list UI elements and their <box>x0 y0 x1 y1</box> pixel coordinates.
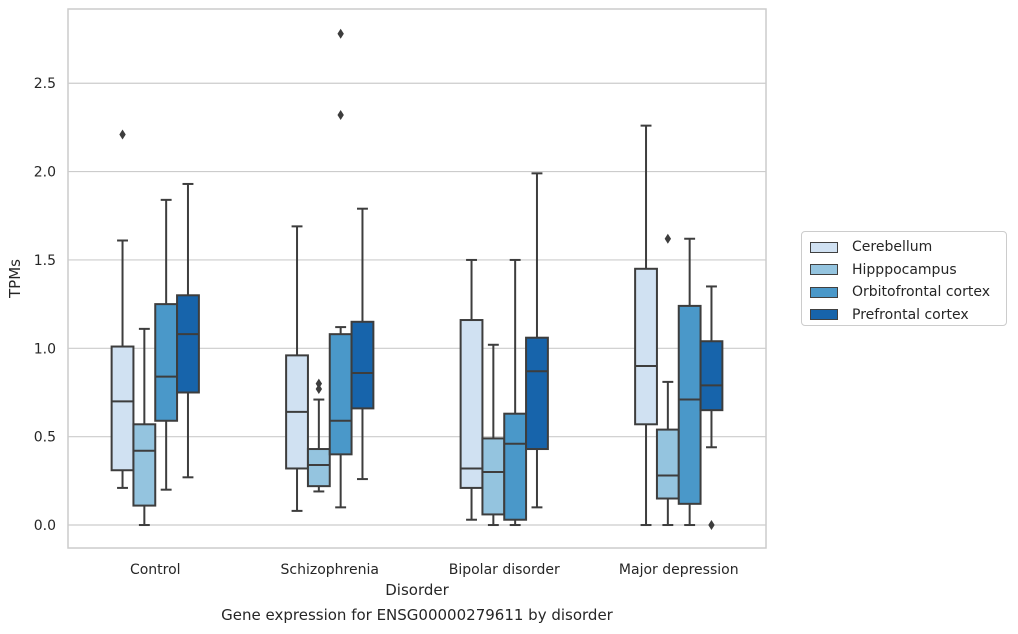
legend-item: Orbitofrontal cortex <box>810 281 998 304</box>
legend: Cerebellum Hipppocampus Orbitofrontal cort… <box>801 231 1007 326</box>
y-tick-label: 2.5 <box>34 76 56 92</box>
box-iqr <box>503 412 528 521</box>
box <box>285 225 309 512</box>
legend-item: Prefrontal cortex <box>810 304 998 327</box>
y-tick-label: 2.0 <box>34 165 56 181</box>
box <box>481 343 506 527</box>
outlier-point <box>708 520 715 531</box>
series-hipppocampus <box>132 233 680 527</box>
box-iqr <box>154 303 179 422</box>
x-tick-labels: Control Schizophrenia Bipolar disorder Majo… <box>130 562 739 578</box>
y-tick-label: 1.5 <box>34 253 56 269</box>
x-tick-label: Control <box>130 562 181 578</box>
box <box>350 207 375 481</box>
y-tick-label: 0.0 <box>34 518 56 534</box>
y-tick-labels: 0.0 0.5 1.0 1.5 2.0 2.5 <box>34 76 56 534</box>
box <box>110 129 135 489</box>
legend-label: Hipppocampus <box>852 261 957 278</box>
legend-label: Orbitofrontal cortex <box>852 284 990 301</box>
box <box>176 182 200 479</box>
box-iqr <box>525 336 549 451</box>
series-prefrontal-cortex <box>176 172 724 531</box>
y-tick-label: 0.5 <box>34 430 56 446</box>
box <box>699 285 724 531</box>
chart-caption: Gene expression for ENSG00000279611 by d… <box>221 606 613 624</box>
box <box>677 237 702 527</box>
outlier-point <box>315 378 323 389</box>
box-iqr <box>328 333 353 456</box>
legend-swatch <box>810 309 838 321</box>
outlier-point <box>119 129 126 140</box>
series-orbitofrontal-cortex <box>154 28 702 527</box>
box <box>525 172 549 509</box>
outlier-point <box>315 383 323 394</box>
box <box>154 198 179 491</box>
x-tick-label: Schizophrenia <box>281 562 379 578</box>
box <box>459 258 484 521</box>
box-iqr <box>481 437 506 516</box>
box-iqr <box>132 423 157 507</box>
y-axis-title: TPMs <box>6 259 24 299</box>
outlier-point <box>337 28 344 39</box>
legend-item: Hipppocampus <box>810 259 998 282</box>
y-tick-label: 1.0 <box>34 341 56 357</box>
box-iqr <box>306 448 331 488</box>
box-iqr <box>634 267 658 426</box>
box <box>634 124 658 527</box>
box <box>132 327 157 527</box>
series-cerebellum <box>110 124 658 527</box>
box-iqr <box>699 340 724 412</box>
legend-swatch <box>810 286 838 298</box>
legend-swatch <box>810 241 838 253</box>
box-iqr <box>110 345 135 472</box>
legend-item: Cerebellum <box>810 236 998 259</box>
legend-label: Prefrontal cortex <box>852 306 969 323</box>
box-iqr <box>655 428 680 500</box>
box-iqr <box>350 320 375 410</box>
legend-swatch <box>810 264 838 276</box>
legend-label: Cerebellum <box>852 239 933 256</box>
x-tick-label: Bipolar disorder <box>449 562 560 578</box>
box-series <box>110 28 724 531</box>
outlier-point <box>337 110 344 121</box>
outlier-point <box>664 233 672 244</box>
box <box>655 233 680 527</box>
box-iqr <box>677 304 702 505</box>
x-axis-title: Disorder <box>385 581 449 599</box>
box-iqr <box>459 319 484 489</box>
box <box>503 258 528 527</box>
box-iqr <box>176 294 200 394</box>
box <box>306 378 331 493</box>
x-tick-label: Major depression <box>619 562 739 578</box>
